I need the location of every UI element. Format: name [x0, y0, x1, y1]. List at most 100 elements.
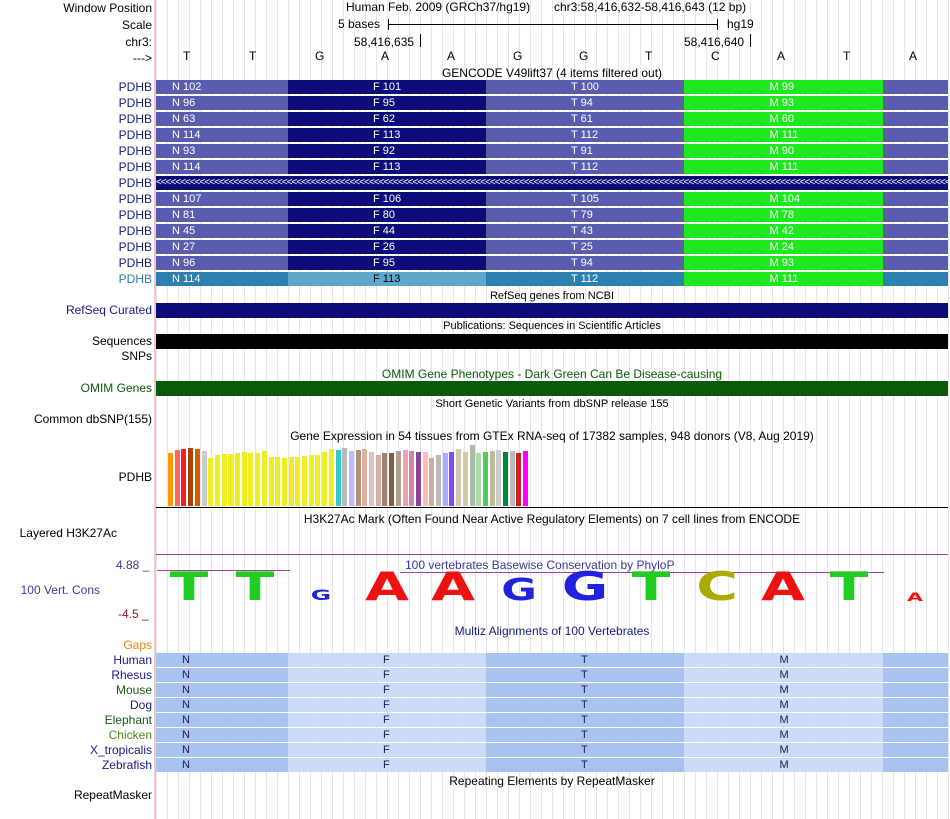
gtex-tissue-bar[interactable]	[241, 452, 247, 506]
gtex-tissue-bar[interactable]	[449, 452, 455, 506]
codon-segment[interactable]: T 94	[486, 256, 684, 270]
gencode-transcript-row[interactable]: N 114 F 113 T 112 M 111	[156, 160, 948, 174]
gtex-tissue-bar[interactable]	[255, 453, 261, 506]
gencode-transcript-row[interactable]: N 63 F 62 T 61 M 60	[156, 112, 948, 126]
gtex-tissue-bar[interactable]	[194, 449, 200, 506]
codon-segment[interactable]	[883, 256, 948, 270]
omim-track-label[interactable]: OMIM Genes	[80, 381, 152, 395]
codon-segment[interactable]	[883, 224, 948, 238]
codon-segment[interactable]	[883, 96, 948, 110]
gtex-tissue-bar[interactable]	[476, 453, 482, 506]
gtex-tissue-bar[interactable]	[248, 453, 254, 506]
omim-track-title[interactable]: OMIM Gene Phenotypes - Dark Green Can Be…	[381, 367, 723, 381]
codon-segment[interactable]: M 90	[684, 144, 883, 158]
gencode-transcript-label[interactable]: PDHB	[118, 96, 152, 110]
codon-segment[interactable]: F 44	[288, 224, 486, 238]
species-label[interactable]: Dog	[129, 698, 152, 712]
codon-segment[interactable]: M 111	[684, 128, 883, 142]
gtex-tissue-bar[interactable]	[442, 453, 448, 506]
gencode-transcript-row[interactable]: N 93 F 92 T 91 M 90	[156, 144, 948, 158]
species-label[interactable]: Mouse	[115, 683, 152, 697]
snps-track-label[interactable]: SNPs	[121, 349, 152, 363]
species-label[interactable]: Elephant	[104, 713, 152, 727]
gtex-tissue-bar[interactable]	[482, 452, 488, 506]
codon-segment[interactable]: T 79	[486, 208, 684, 222]
h3k27ac-track-title[interactable]: H3K27Ac Mark (Often Found Near Active Re…	[303, 512, 801, 526]
gtex-tissue-bar[interactable]	[516, 453, 522, 506]
gencode-transcript-row[interactable]: N 27 F 26 T 25 M 24	[156, 240, 948, 254]
repeatmasker-track-label[interactable]: RepeatMasker	[73, 788, 152, 802]
codon-segment[interactable]: M 78	[684, 208, 883, 222]
codon-segment[interactable]: F 95	[288, 96, 486, 110]
species-label[interactable]: X_tropicalis	[89, 743, 152, 757]
species-label[interactable]: Chicken	[108, 728, 152, 742]
species-label[interactable]: Zebrafish	[101, 758, 152, 772]
gencode-transcript-row[interactable]: N 102 F 101 T 100 M 99	[156, 80, 948, 94]
codon-segment[interactable]	[883, 112, 948, 126]
codon-segment[interactable]: F 26	[288, 240, 486, 254]
gtex-tissue-bar[interactable]	[302, 456, 307, 506]
gtex-tissue-bar[interactable]	[415, 452, 421, 506]
repeatmasker-track-title[interactable]: Repeating Elements by RepeatMasker	[449, 774, 655, 788]
gencode-transcript-row[interactable]: N 114 F 113 T 112 M 111	[156, 128, 948, 142]
codon-segment[interactable]: M 104	[684, 192, 883, 206]
gencode-transcript-row[interactable]: N 81 F 80 T 79 M 78	[156, 208, 948, 222]
gtex-tissue-bar[interactable]	[315, 455, 321, 506]
codon-segment[interactable]: M 111	[684, 272, 883, 286]
refseq-gene-bar[interactable]	[156, 303, 948, 318]
gtex-tissue-bar[interactable]	[402, 450, 408, 506]
publications-bar[interactable]	[156, 334, 948, 349]
codon-segment[interactable]: F 101	[288, 80, 486, 94]
codon-segment[interactable]: F 92	[288, 144, 486, 158]
gtex-tissue-bar[interactable]	[188, 448, 194, 506]
codon-segment[interactable]: F 95	[288, 256, 486, 270]
gtex-tissue-bar[interactable]	[509, 451, 515, 506]
gencode-transcript-row[interactable]: N 107 F 106 T 105 M 104	[156, 192, 948, 206]
codon-segment[interactable]: T 43	[486, 224, 684, 238]
gtex-tissue-bar[interactable]	[369, 452, 374, 506]
gencode-transcript-label[interactable]: PDHB	[118, 160, 152, 174]
gtex-tissue-bar[interactable]	[523, 451, 529, 506]
gtex-tissue-bar[interactable]	[395, 451, 401, 506]
dbsnp-track-label[interactable]: Common dbSNP(155)	[33, 412, 152, 426]
gtex-tissue-bar[interactable]	[355, 450, 361, 506]
codon-segment[interactable]: N 63	[156, 112, 288, 126]
gtex-tissue-bar[interactable]	[342, 448, 348, 506]
codon-segment[interactable]: T 94	[486, 96, 684, 110]
gtex-tissue-bar[interactable]	[328, 449, 334, 506]
conservation-track-label[interactable]: 100 Vert. Cons	[20, 583, 100, 597]
codon-segment[interactable]: T 112	[486, 128, 684, 142]
gencode-transcript-label[interactable]: PDHB	[118, 80, 152, 94]
gencode-transcript-label[interactable]: PDHB	[118, 272, 152, 286]
codon-segment[interactable]: N 107	[156, 192, 288, 206]
codon-segment[interactable]: T 91	[486, 144, 684, 158]
gtex-expression-chart[interactable]	[168, 444, 548, 506]
codon-segment[interactable]: N 81	[156, 208, 288, 222]
gtex-tissue-bar[interactable]	[469, 445, 475, 506]
gaps-label[interactable]: Gaps	[123, 638, 152, 652]
gtex-tissue-bar[interactable]	[489, 451, 495, 506]
gencode-track-title[interactable]: GENCODE V49lift37 (4 items filtered out)	[441, 66, 663, 80]
gencode-transcript-label[interactable]: PDHB	[118, 224, 152, 238]
codon-segment[interactable]: F 113	[288, 272, 486, 286]
codon-segment[interactable]	[883, 128, 948, 142]
conservation-track-title[interactable]: 100 vertebrates Basewise Conservation by…	[405, 558, 675, 572]
codon-segment[interactable]: T 112	[486, 272, 684, 286]
codon-segment[interactable]	[883, 208, 948, 222]
gencode-transcript-label[interactable]: PDHB	[118, 144, 152, 158]
refseq-track-title[interactable]: RefSeq genes from NCBI	[489, 290, 615, 302]
gtex-track-title[interactable]: Gene Expression in 54 tissues from GTEx …	[290, 429, 814, 443]
codon-segment[interactable]: F 62	[288, 112, 486, 126]
codon-segment[interactable]: N 45	[156, 224, 288, 238]
gtex-tissue-bar[interactable]	[261, 451, 267, 506]
gtex-tissue-bar[interactable]	[308, 455, 314, 506]
gtex-tissue-bar[interactable]	[228, 454, 234, 506]
h3k27ac-track-label[interactable]: Layered H3K27Ac	[19, 526, 117, 540]
sequences-track-label[interactable]: Sequences	[91, 334, 152, 348]
gtex-tissue-bar[interactable]	[462, 452, 468, 506]
gencode-transcript-row[interactable]: N 96 F 95 T 94 M 93	[156, 256, 948, 270]
